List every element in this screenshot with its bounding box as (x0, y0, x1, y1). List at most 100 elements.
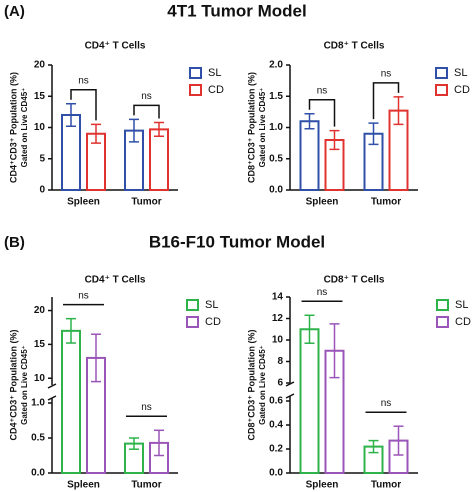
significance-bracket (372, 82, 400, 120)
y-tick-label: 0.0 (31, 468, 45, 479)
x-tick-label: Tumor (371, 197, 401, 208)
axis-break (285, 381, 295, 387)
legend-label: SL (205, 299, 218, 311)
error-bar (129, 437, 139, 450)
x-tick-label: Spleen (306, 480, 339, 491)
y-tick-label: 6 (277, 378, 283, 389)
error-bar (91, 123, 101, 144)
axis-break (47, 383, 57, 389)
panel-title: B16-F10 Tumor Model (149, 232, 325, 251)
legend-swatch (186, 299, 199, 311)
x-tick-label: Spleen (67, 480, 100, 491)
chart-title: CD8⁺ T Cells (324, 41, 385, 52)
error-bar (91, 333, 101, 383)
chart-title: CD4⁺ T Cells (85, 275, 146, 286)
y-axis-label: CD4⁺CD3⁺ Population (%) (8, 329, 18, 440)
bar (299, 120, 320, 191)
error-bar (154, 429, 164, 457)
error-bar (368, 122, 379, 146)
error-bar (393, 425, 404, 456)
y-tick-label: 0.2 (269, 444, 283, 455)
significance-label: ns (317, 85, 328, 96)
y-tick-label: 15 (34, 91, 46, 102)
y-axis-label: CD4⁺CD3⁺ Population (%) (8, 72, 18, 183)
legend-swatch (189, 84, 202, 96)
y-tick-label: 1.0 (269, 122, 283, 133)
y-axis-label: Gated on Live CD45⁺ (258, 88, 267, 168)
error-bar (66, 103, 76, 127)
panel-label: (A) (4, 3, 25, 20)
x-tick-label: Spleen (306, 197, 339, 208)
chart-title: CD4⁺ T Cells (85, 41, 146, 52)
y-tick-label: 20 (34, 60, 46, 71)
y-axis-label: CD8⁺CD3⁺ Population (%) (246, 329, 256, 440)
significance-bracket (308, 99, 336, 127)
y-axis-label: CD8⁺CD3⁺ Population (%) (246, 72, 256, 183)
significance-label: ns (381, 69, 392, 80)
error-bar (154, 121, 164, 137)
y-tick-label: 0.6 (269, 396, 283, 407)
legend-label: CD (455, 316, 471, 328)
bar (149, 128, 169, 191)
error-bar (304, 113, 315, 130)
x-tick-label: Spleen (67, 197, 100, 208)
y-axis-label: Gated on Live CD45⁺ (258, 345, 267, 425)
error-bar (129, 118, 139, 143)
y-tick-label: 15 (34, 339, 46, 350)
legend-swatch (189, 67, 202, 79)
error-bar (329, 323, 340, 379)
y-tick-label: 0.4 (269, 420, 283, 431)
y-tick-label: 1.5 (269, 91, 283, 102)
error-bar (304, 314, 315, 344)
error-bar (368, 439, 379, 454)
y-axis-label: Gated on Live CD45⁺ (20, 345, 29, 425)
y-tick-label: 10 (34, 122, 46, 133)
y-tick-label: 10 (272, 335, 284, 346)
significance-bracket (70, 89, 97, 121)
y-tick-label: 0.5 (269, 153, 283, 164)
legend-label: SL (208, 67, 221, 79)
error-bar (329, 129, 340, 151)
error-bar (66, 317, 76, 344)
x-tick-label: Tumor (131, 197, 161, 208)
legend-swatch (435, 67, 448, 79)
bar (61, 329, 81, 474)
y-tick-label: 0.5 (31, 433, 45, 444)
x-tick-label: Tumor (131, 480, 161, 491)
legend-swatch (435, 84, 448, 96)
y-tick-label: 12 (272, 313, 284, 324)
y-tick-label: 2.0 (269, 60, 283, 71)
axis-break (285, 393, 295, 399)
legend-label: CD (208, 84, 224, 96)
y-tick-label: 0 (39, 185, 45, 196)
significance-label: ns (141, 91, 152, 102)
significance-label: ns (317, 287, 328, 298)
legend-label: CD (454, 84, 470, 96)
error-bar (393, 96, 404, 126)
panel-label: (B) (4, 234, 25, 251)
y-axis-label: Gated on Live CD45⁺ (20, 88, 29, 168)
y-tick-label: 0.0 (269, 185, 283, 196)
legend-swatch (436, 316, 449, 328)
legend-label: SL (455, 299, 468, 311)
y-tick-label: 1.0 (31, 398, 45, 409)
legend-label: CD (205, 316, 221, 328)
y-tick-label: 5 (39, 153, 45, 164)
y-tick-label: 0.0 (269, 468, 283, 479)
legend-label: SL (454, 67, 467, 79)
y-tick-label: 14 (272, 292, 284, 303)
significance-label: ns (78, 290, 89, 301)
y-tick-label: 8 (277, 356, 283, 367)
bar (299, 328, 320, 474)
legend-swatch (186, 316, 199, 328)
significance-label: ns (141, 402, 152, 413)
x-tick-label: Tumor (371, 480, 401, 491)
chart-title: CD8⁺ T Cells (324, 275, 385, 286)
panel-title: 4T1 Tumor Model (167, 1, 306, 20)
significance-label: ns (381, 398, 392, 409)
axis-break (47, 395, 57, 401)
significance-label: ns (78, 75, 89, 86)
y-tick-label: 10 (34, 373, 46, 384)
significance-bracket (133, 104, 160, 119)
